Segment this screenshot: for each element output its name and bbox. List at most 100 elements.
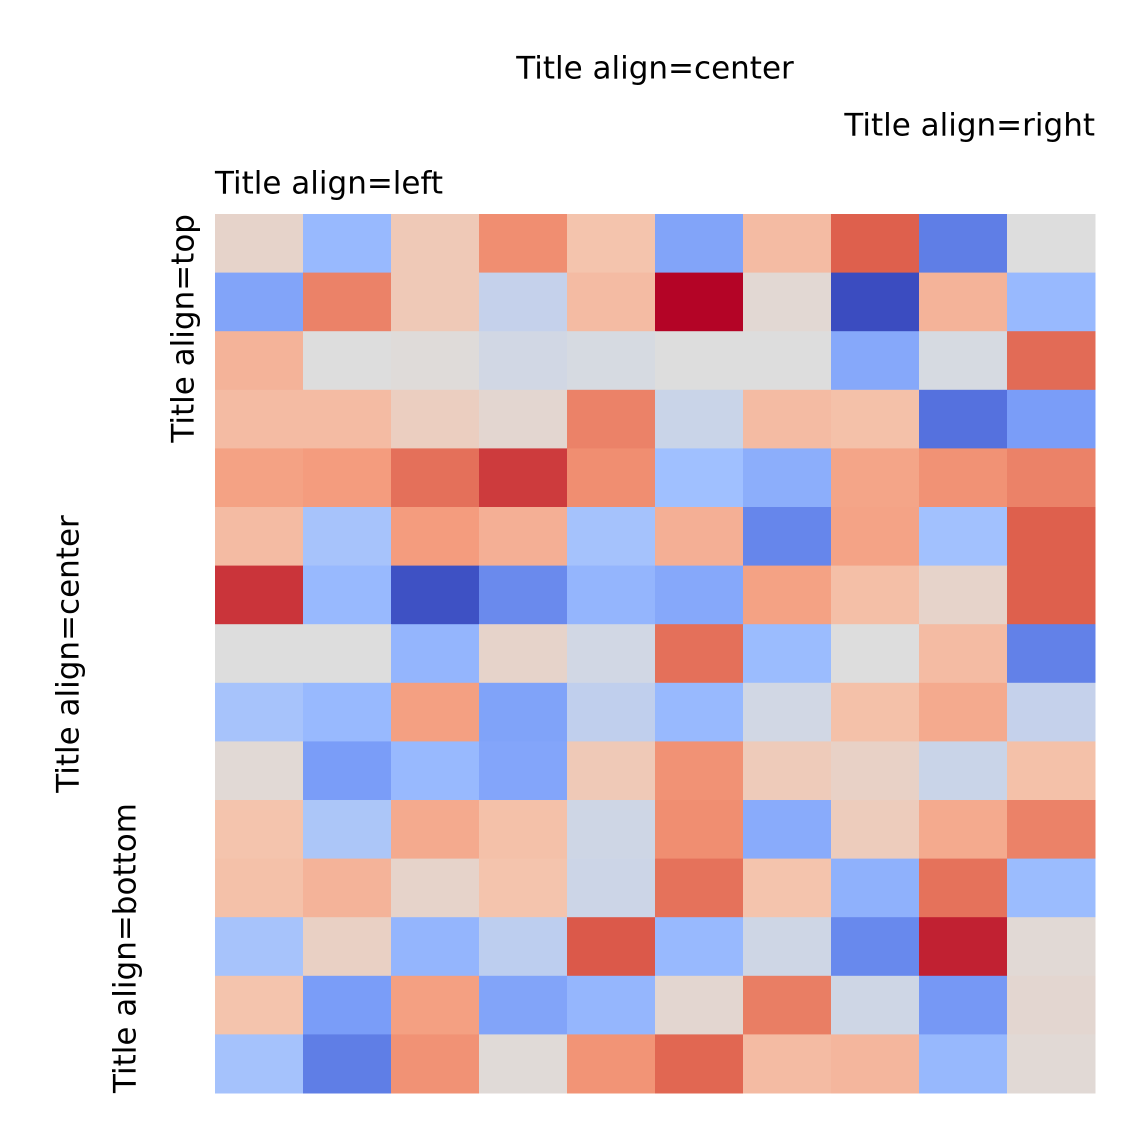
heatmap-cell	[919, 507, 1008, 567]
heatmap-cell	[919, 624, 1008, 684]
heatmap-cell	[655, 800, 744, 860]
heatmap-cell	[567, 1034, 656, 1094]
heatmap-cell	[919, 565, 1008, 625]
heatmap-cell	[215, 624, 304, 684]
heatmap-cell	[215, 682, 304, 742]
heatmap-cell	[303, 917, 392, 977]
heatmap-cell	[1007, 389, 1096, 449]
ylabel-bottom: Title align=bottom	[108, 803, 144, 1094]
heatmap-cell	[831, 331, 920, 391]
heatmap-cell	[479, 682, 568, 742]
heatmap-cell	[655, 624, 744, 684]
heatmap-cell	[1007, 682, 1096, 742]
heatmap-cell	[303, 1034, 392, 1094]
title-center: Title align=center	[515, 51, 794, 87]
heatmap-cell	[479, 272, 568, 332]
heatmap-cell	[215, 272, 304, 332]
heatmap-cell	[831, 917, 920, 977]
title-left: Title align=left	[214, 166, 443, 202]
heatmap-cell	[831, 1034, 920, 1094]
heatmap-cell	[567, 272, 656, 332]
heatmap-cell	[743, 214, 832, 274]
heatmap-cell	[919, 858, 1008, 918]
heatmap-cell	[479, 565, 568, 625]
heatmap-cell	[655, 507, 744, 567]
heatmap-cell	[303, 624, 392, 684]
heatmap-cell	[831, 858, 920, 918]
heatmap-cell	[743, 389, 832, 449]
heatmap-cell	[1007, 975, 1096, 1035]
heatmap-cell	[831, 507, 920, 567]
heatmap-cell	[215, 214, 304, 274]
heatmap-cell	[919, 389, 1008, 449]
heatmap-cell	[655, 272, 744, 332]
heatmap-cell	[215, 565, 304, 625]
heatmap-cell	[391, 272, 480, 332]
heatmap-cell	[215, 448, 304, 508]
heatmap-cell	[303, 272, 392, 332]
heatmap-cell	[743, 448, 832, 508]
heatmap-cell	[391, 741, 480, 801]
heatmap-cell	[303, 741, 392, 801]
heatmap-cell	[831, 214, 920, 274]
heatmap-cell	[655, 975, 744, 1035]
heatmap-cell	[215, 800, 304, 860]
heatmap-cell	[215, 1034, 304, 1094]
heatmap-cell	[391, 858, 480, 918]
heatmap-cell	[655, 565, 744, 625]
heatmap-cell	[1007, 565, 1096, 625]
heatmap-cell	[303, 214, 392, 274]
heatmap-cell	[479, 389, 568, 449]
heatmap-cell	[1007, 858, 1096, 918]
heatmap-cell	[215, 331, 304, 391]
heatmap-cell	[655, 741, 744, 801]
heatmap-cell	[567, 975, 656, 1035]
heatmap-cell	[743, 1034, 832, 1094]
heatmap-cell	[919, 741, 1008, 801]
heatmap-cell	[919, 214, 1008, 274]
heatmap-cell	[743, 507, 832, 567]
heatmap-cell	[303, 507, 392, 567]
heatmap-cell	[479, 800, 568, 860]
heatmap-cell	[391, 565, 480, 625]
heatmap-cell	[567, 917, 656, 977]
heatmap-cell	[919, 1034, 1008, 1094]
heatmap-cell	[567, 741, 656, 801]
heatmap-cell	[1007, 507, 1096, 567]
heatmap-cell	[567, 800, 656, 860]
heatmap-cell	[831, 389, 920, 449]
heatmap-cell	[1007, 272, 1096, 332]
heatmap-cell	[919, 272, 1008, 332]
heatmap-cell	[1007, 331, 1096, 391]
heatmap-cell	[391, 800, 480, 860]
heatmap-cell	[655, 1034, 744, 1094]
heatmap-cell	[479, 448, 568, 508]
heatmap-cell	[655, 214, 744, 274]
heatmap-cell	[391, 214, 480, 274]
heatmap-cell	[1007, 448, 1096, 508]
heatmap-cell	[655, 389, 744, 449]
heatmap-cell	[215, 858, 304, 918]
heatmap-cell	[1007, 800, 1096, 860]
title-right: Title align=right	[843, 108, 1095, 144]
heatmap-cell	[303, 975, 392, 1035]
heatmap-cell	[567, 448, 656, 508]
heatmap-cell	[567, 507, 656, 567]
heatmap-cell	[303, 800, 392, 860]
heatmap-cell	[479, 975, 568, 1035]
heatmap-cell	[479, 858, 568, 918]
heatmap-cell	[567, 682, 656, 742]
heatmap-cell	[479, 331, 568, 391]
heatmap-cell	[1007, 1034, 1096, 1094]
heatmap-cell	[391, 389, 480, 449]
heatmap-cell	[391, 448, 480, 508]
heatmap-cell	[303, 858, 392, 918]
heatmap-cell	[743, 331, 832, 391]
heatmap-cell	[479, 507, 568, 567]
heatmap-cell	[479, 917, 568, 977]
heatmap-cell	[831, 800, 920, 860]
heatmap-cell	[743, 272, 832, 332]
heatmap-cell	[743, 565, 832, 625]
heatmap-cell	[655, 331, 744, 391]
